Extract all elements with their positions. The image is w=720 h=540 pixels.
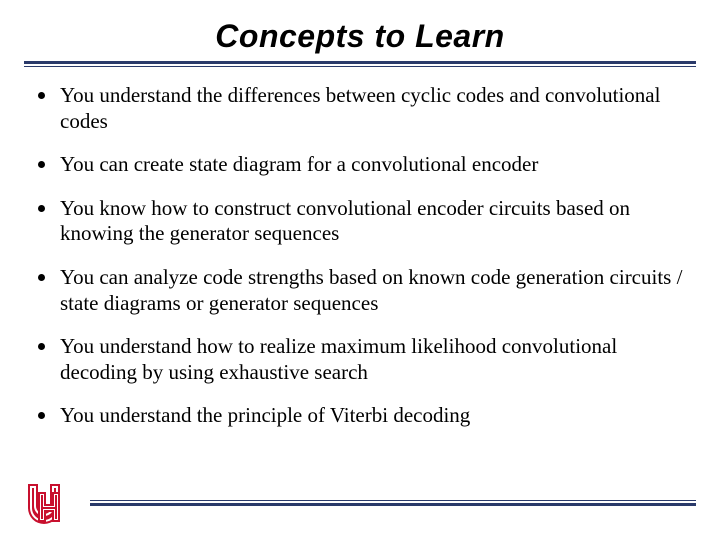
page-title: Concepts to Learn [24, 18, 696, 55]
list-item: You understand the principle of Viterbi … [32, 403, 688, 429]
list-item: You can analyze code strengths based on … [32, 265, 688, 316]
list-item: You understand how to realize maximum li… [32, 334, 688, 385]
content-area: You understand the differences between c… [24, 83, 696, 429]
bullet-list: You understand the differences between c… [32, 83, 688, 429]
list-item: You understand the differences between c… [32, 83, 688, 134]
slide: Concepts to Learn You understand the dif… [0, 0, 720, 540]
title-divider [24, 61, 696, 67]
footer-divider [90, 500, 696, 506]
uh-logo-icon [26, 480, 72, 526]
list-item: You know how to construct convolutional … [32, 196, 688, 247]
list-item: You can create state diagram for a convo… [32, 152, 688, 178]
